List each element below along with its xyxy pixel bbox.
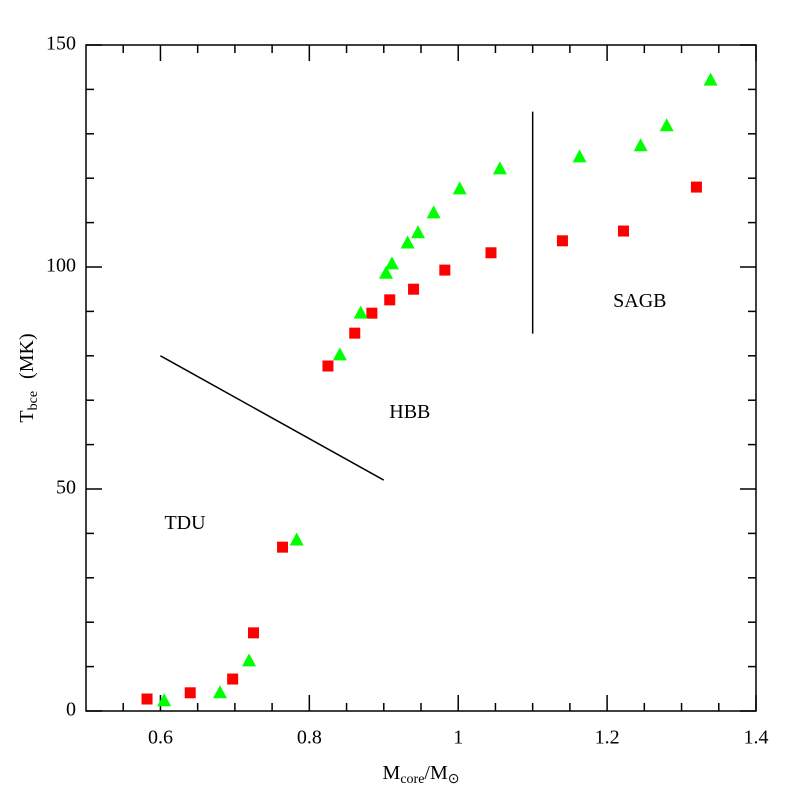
- triangle-point: [332, 347, 347, 361]
- square-point: [322, 360, 334, 372]
- triangle-point: [633, 138, 648, 152]
- triangle-point: [426, 205, 441, 219]
- annotation: SAGB: [613, 290, 666, 312]
- y-tick-label: 50: [56, 477, 76, 499]
- x-label-part: M: [383, 762, 401, 784]
- triangle-point: [289, 532, 304, 546]
- triangle-point: [157, 693, 172, 707]
- x-axis-label: Mcore/M⊙: [383, 762, 460, 788]
- annotation: HBB: [389, 401, 430, 423]
- triangle-point: [213, 685, 227, 699]
- triangle-point: [379, 265, 394, 279]
- x-tick-label: 0.6: [148, 727, 173, 749]
- square-point: [277, 541, 289, 553]
- x-tick-label: 1: [453, 727, 463, 749]
- y-label-part: bce: [26, 391, 41, 410]
- triangle-point: [242, 653, 257, 667]
- triangle-point: [703, 72, 718, 86]
- annotation: TDU: [164, 512, 206, 534]
- triangle-point: [411, 225, 426, 239]
- square-point: [408, 283, 420, 295]
- x-label-part: ⊙: [448, 772, 460, 787]
- square-point: [248, 627, 259, 639]
- triangle-point: [492, 161, 507, 175]
- square-point: [384, 294, 396, 306]
- triangle-point: [353, 305, 368, 319]
- square-point: [485, 247, 497, 259]
- y-axis-label: Tbce (MK): [16, 333, 42, 422]
- triangle-point: [400, 235, 415, 249]
- square-point: [349, 327, 361, 339]
- square-point: [184, 687, 196, 699]
- y-tick-label: 0: [66, 699, 76, 721]
- x-label-part: /M: [424, 762, 448, 784]
- square-point: [556, 235, 568, 247]
- square-point: [141, 693, 153, 705]
- y-label-part: T: [16, 410, 38, 422]
- x-label-part: core: [400, 772, 424, 787]
- x-tick-label: 1.2: [595, 727, 620, 749]
- triangle-point: [384, 256, 399, 270]
- square-point: [690, 181, 702, 193]
- plot-frame: [85, 44, 757, 712]
- square-point: [617, 225, 629, 237]
- x-tick-label: 0.8: [297, 727, 322, 749]
- y-tick-label: 150: [46, 33, 76, 55]
- square-point: [366, 307, 378, 319]
- square-point: [439, 264, 451, 276]
- x-tick-label: 1.4: [744, 727, 769, 749]
- annotation-line: [160, 355, 385, 481]
- triangle-point: [572, 149, 587, 163]
- triangle-point: [659, 118, 674, 132]
- square-point: [227, 673, 239, 685]
- y-label-part: (MK): [16, 333, 38, 379]
- y-tick-label: 100: [46, 255, 76, 277]
- triangle-point: [452, 181, 467, 195]
